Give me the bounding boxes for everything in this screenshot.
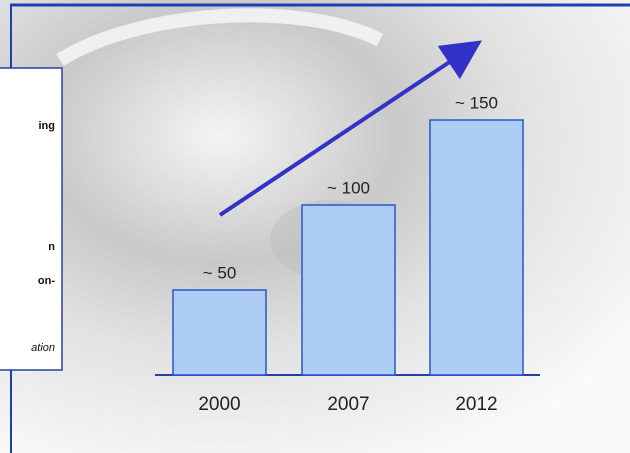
panel-text: ing [39, 120, 56, 132]
decor-swirl [56, 8, 384, 66]
trend-arrow [218, 40, 482, 217]
text-panel [0, 67, 63, 371]
value-label: ~ 100 [327, 178, 370, 197]
x-tick-label: 2012 [455, 394, 497, 415]
bar [172, 289, 267, 376]
value-label: ~ 150 [455, 93, 498, 112]
x-tick-label: 2007 [327, 394, 369, 415]
x-tick-label: 2000 [198, 394, 240, 415]
panel-text: ation [31, 342, 55, 354]
bar [429, 119, 524, 376]
value-label: ~ 50 [203, 263, 237, 282]
panel-text: n [48, 241, 55, 253]
panel-text: on- [38, 275, 55, 287]
bar [301, 204, 396, 376]
